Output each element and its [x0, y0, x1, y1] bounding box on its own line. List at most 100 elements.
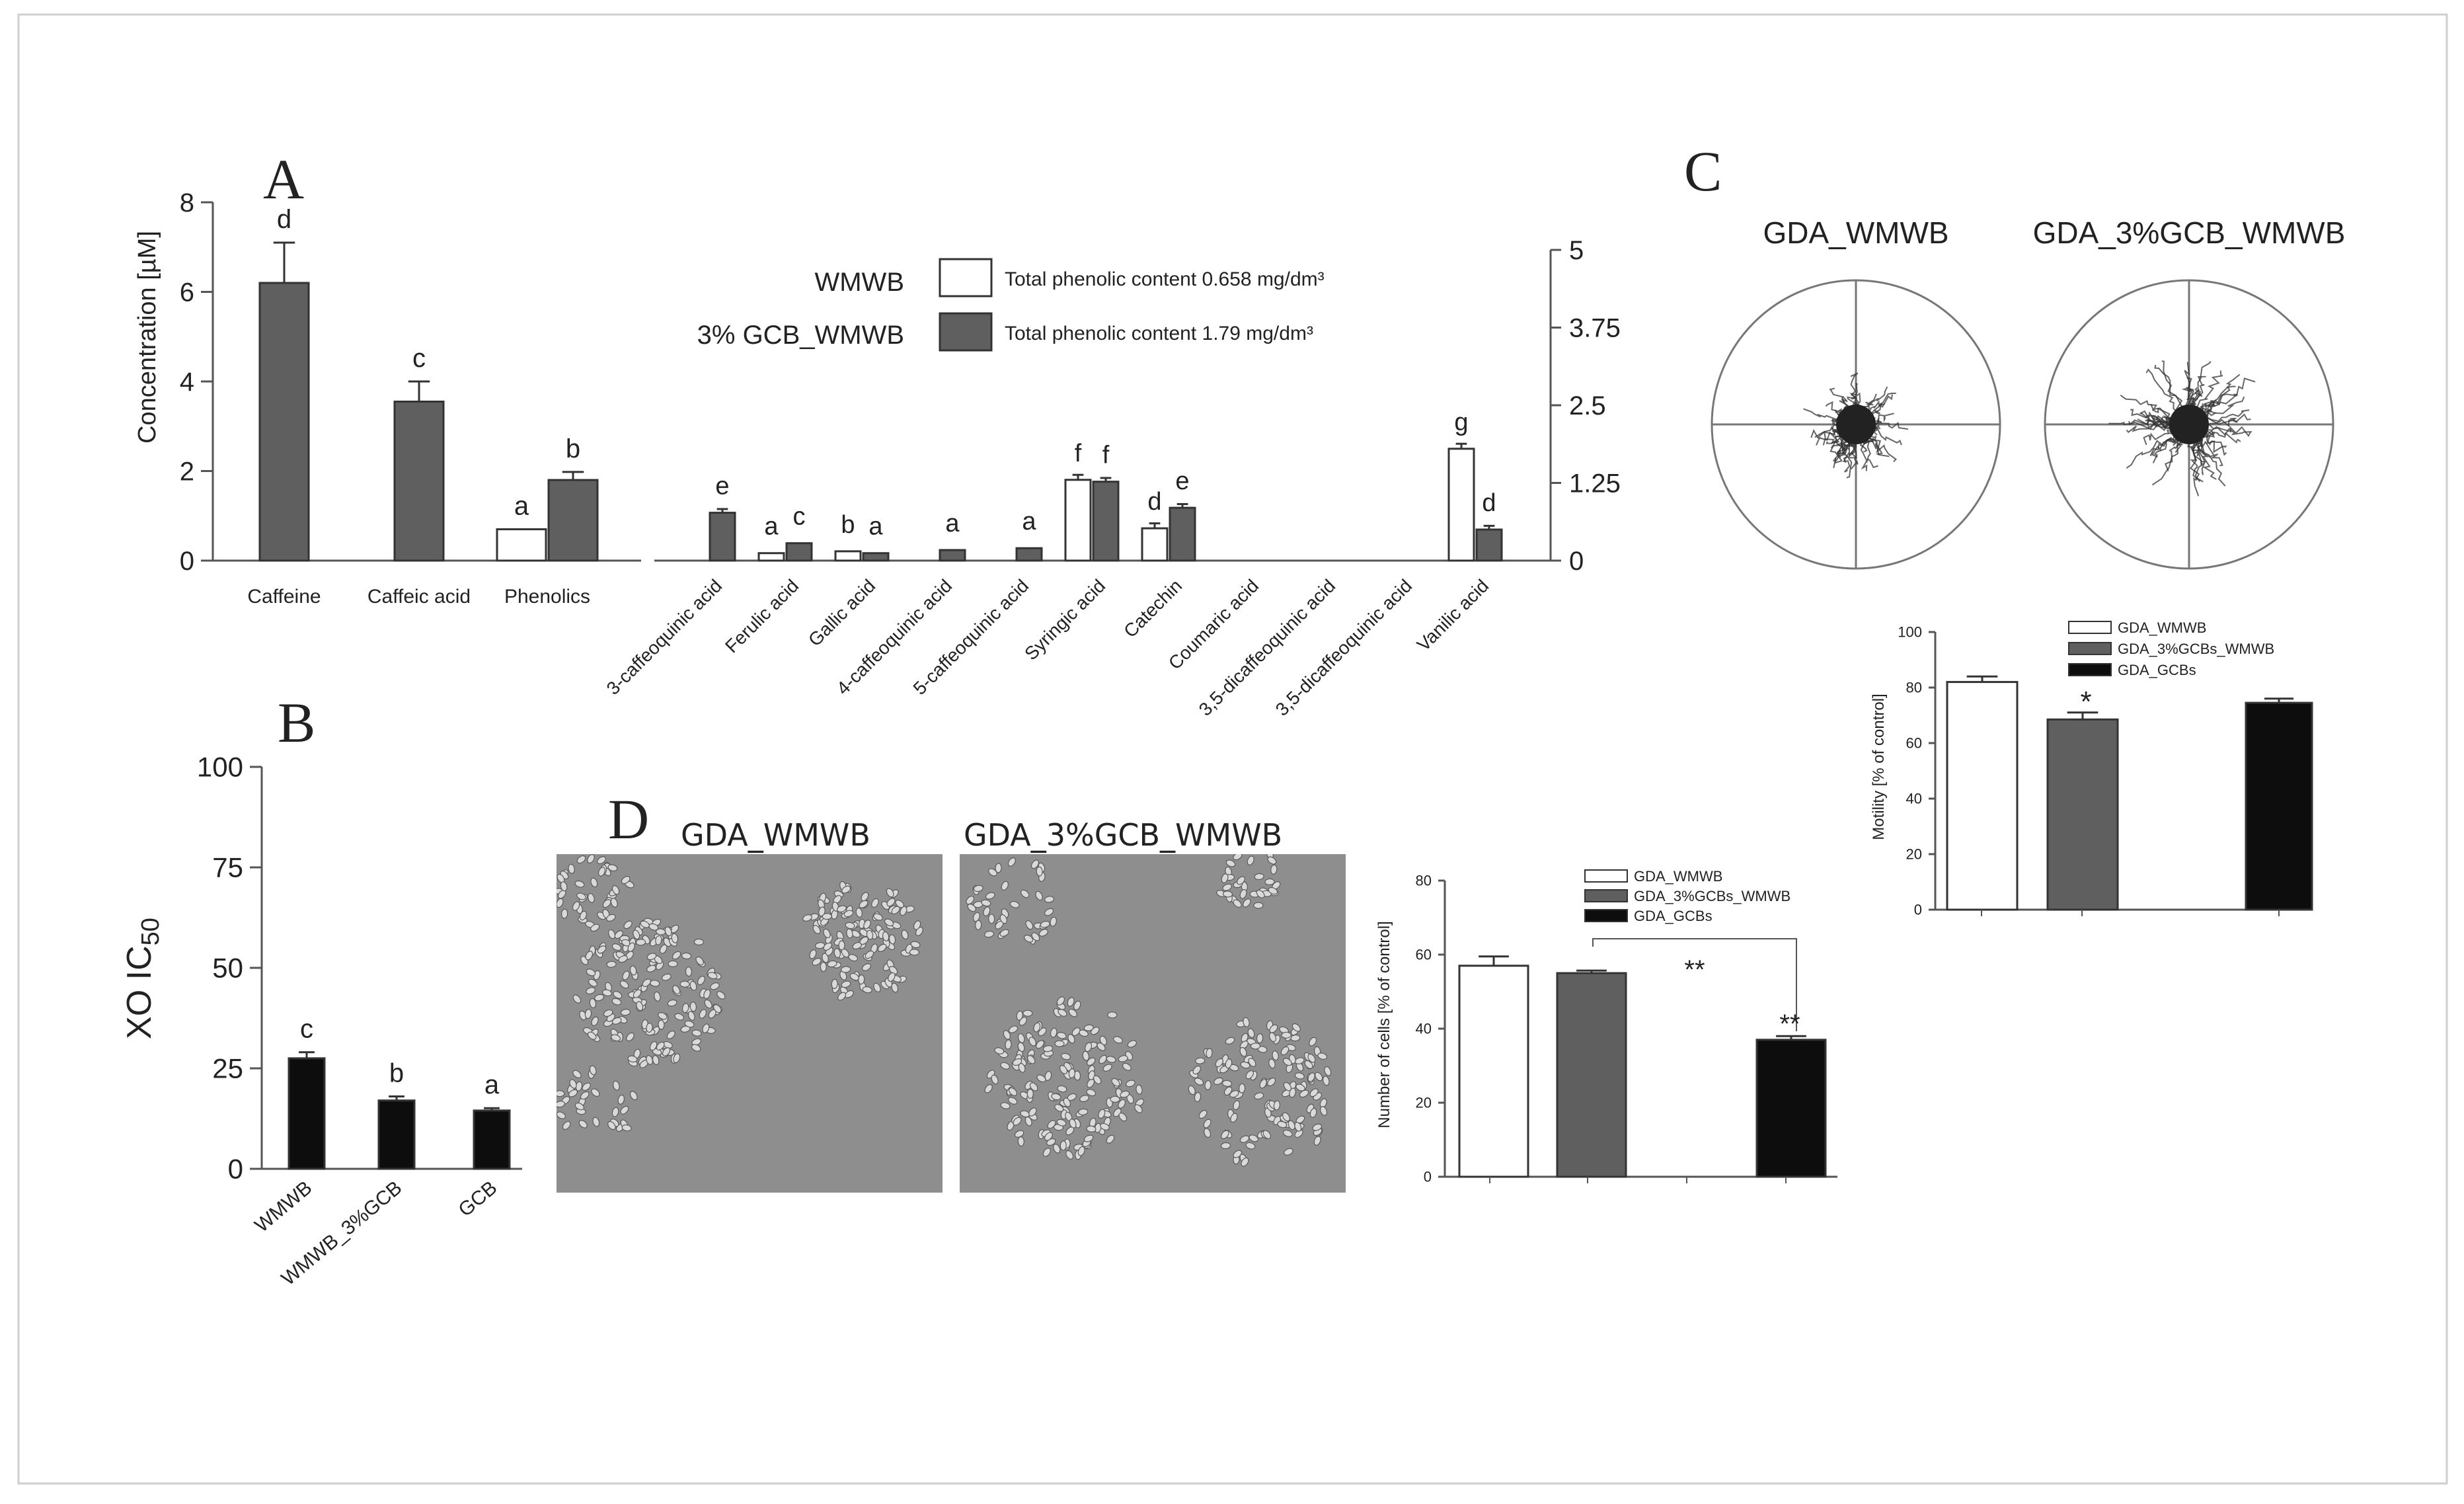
cell — [1256, 1033, 1264, 1044]
cell — [1247, 1028, 1255, 1039]
cell — [1043, 1045, 1054, 1052]
cell — [1079, 1095, 1090, 1102]
cell — [861, 892, 869, 902]
cell — [557, 898, 564, 908]
cell — [1204, 1080, 1212, 1091]
cell — [672, 985, 681, 995]
legend-label: GDA_3%GCBs_WMWB — [1634, 888, 1790, 904]
cell — [610, 898, 618, 908]
legend-label: GDA_3%GCBs_WMWB — [2118, 641, 2274, 657]
bar — [1755, 1039, 1827, 1178]
cell — [1253, 902, 1264, 909]
cell — [975, 920, 982, 930]
cell — [1100, 1123, 1110, 1130]
y-tick-label: 60 — [1416, 947, 1432, 963]
cell — [1067, 997, 1075, 1007]
cell — [1247, 855, 1254, 865]
cell — [1083, 1134, 1094, 1142]
cell — [589, 998, 597, 1009]
cell — [827, 960, 837, 968]
cell — [1063, 1097, 1071, 1107]
cell — [994, 1047, 1005, 1054]
cell — [588, 892, 595, 903]
cell — [1309, 1088, 1319, 1097]
y-tick-label: 25 — [212, 1053, 243, 1084]
cell — [858, 974, 865, 985]
bar — [1141, 527, 1169, 562]
cell — [1036, 1074, 1046, 1083]
bar — [1475, 528, 1503, 562]
panel-c-ylabel: Motility [% of control] — [1870, 693, 1888, 840]
cell — [984, 1084, 993, 1093]
cell — [1192, 1065, 1202, 1075]
cell — [888, 934, 896, 945]
cell — [611, 1107, 619, 1117]
cell — [973, 885, 983, 892]
cell — [627, 1055, 638, 1063]
bar — [547, 479, 599, 562]
x-tick-label: Phenolics — [504, 586, 590, 608]
cell — [1102, 1064, 1112, 1072]
cell — [1078, 1108, 1089, 1116]
cell — [611, 1034, 621, 1042]
cell — [1098, 1054, 1107, 1064]
cell — [687, 1011, 695, 1021]
cell — [568, 863, 575, 874]
cell — [611, 1017, 622, 1025]
cell — [656, 1041, 665, 1050]
cell — [1106, 1056, 1116, 1063]
cell — [1008, 1097, 1018, 1105]
cell — [578, 1120, 588, 1128]
panel-a-letter: A — [263, 147, 304, 211]
bracket-label: ** — [1684, 955, 1705, 984]
cell — [1221, 1130, 1229, 1139]
cell — [591, 1016, 599, 1027]
cell — [1233, 1100, 1241, 1111]
cell — [988, 914, 995, 924]
cell — [646, 1054, 653, 1065]
cell — [607, 929, 616, 939]
panel-d-letter: D — [608, 787, 649, 851]
bar — [496, 528, 547, 562]
cell — [1086, 1125, 1097, 1132]
cell — [1194, 1091, 1202, 1103]
cell — [1035, 891, 1043, 901]
cell — [654, 991, 661, 1002]
cell — [886, 888, 894, 898]
cell — [1268, 887, 1278, 895]
cell — [623, 920, 633, 930]
cell — [568, 1089, 578, 1097]
cell — [679, 980, 690, 988]
cell — [812, 925, 821, 934]
bar — [785, 542, 813, 562]
cell — [1245, 1070, 1254, 1080]
cell — [1233, 854, 1243, 861]
cell — [673, 1053, 681, 1063]
significance-letter: b — [566, 434, 580, 463]
cell — [1203, 1119, 1212, 1128]
cell — [1198, 1110, 1208, 1119]
cell — [891, 982, 899, 993]
track-origin-cluster — [2169, 405, 2209, 444]
panel-d-legend: GDA_WMWB GDA_3%GCBs_WMWB GDA_GCBs — [1584, 868, 1790, 924]
cell — [1057, 1085, 1067, 1093]
cell — [557, 1090, 565, 1097]
cell — [1118, 1112, 1128, 1122]
cell — [1239, 1047, 1247, 1057]
cell — [1014, 1130, 1024, 1138]
cell — [1280, 1046, 1290, 1056]
panel-c-star: * — [2080, 686, 2091, 718]
cell — [855, 907, 863, 918]
bar — [1556, 972, 1627, 1178]
significance-letter: f — [1075, 440, 1082, 467]
cell — [680, 1025, 691, 1033]
cell — [707, 972, 718, 980]
cell — [1259, 1079, 1267, 1089]
cell — [633, 930, 640, 940]
panel-c-legend: GDA_WMWB GDA_3%GCBs_WMWB GDA_GCBs — [2068, 619, 2274, 678]
image-title-wmwb: GDA_WMWB — [681, 817, 870, 853]
cell — [983, 906, 991, 917]
cell — [1087, 1057, 1096, 1066]
cell — [658, 1019, 665, 1030]
significance-letter: f — [1102, 442, 1110, 469]
